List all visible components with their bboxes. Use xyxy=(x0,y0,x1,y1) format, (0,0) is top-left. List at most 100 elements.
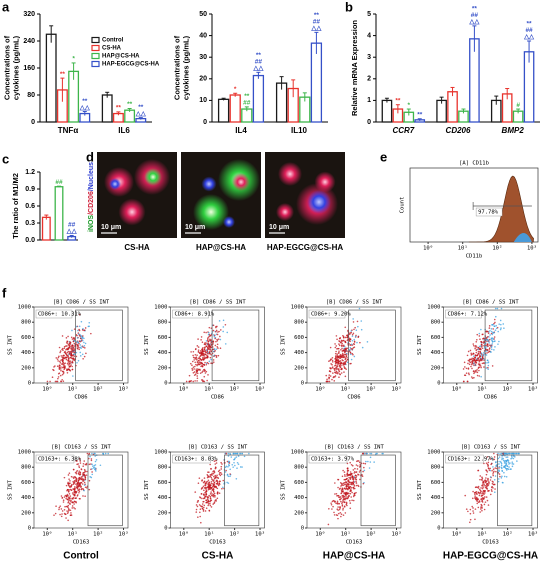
event-dot xyxy=(203,343,206,345)
y-tick-label: 0.6 xyxy=(25,203,35,210)
x-tick-label: IL4 xyxy=(235,126,247,135)
event-dot xyxy=(88,321,91,324)
event-dot xyxy=(335,492,338,495)
y-tick-label: 30 xyxy=(199,54,207,61)
event-dot xyxy=(76,345,78,347)
significance-label: △△ xyxy=(468,19,480,26)
event-dot xyxy=(339,353,342,356)
event-dot xyxy=(348,333,351,336)
y-tick-label: 600 xyxy=(294,480,304,486)
event-dot xyxy=(338,508,341,511)
event-dot xyxy=(68,344,71,347)
event-dot xyxy=(482,353,485,355)
event-dot xyxy=(493,340,495,343)
event-dot xyxy=(472,512,475,514)
event-dot xyxy=(200,493,203,495)
event-dot xyxy=(483,362,485,364)
event-dot xyxy=(63,345,66,348)
event-dot xyxy=(488,489,490,492)
event-dot xyxy=(482,490,485,492)
event-dot xyxy=(490,463,492,466)
event-dot xyxy=(209,475,212,478)
event-dot xyxy=(79,471,82,474)
event-dot xyxy=(336,355,339,357)
event-dot xyxy=(72,337,75,340)
event-dot xyxy=(202,500,205,503)
event-dot xyxy=(60,508,63,510)
event-dot xyxy=(65,345,67,347)
event-dot xyxy=(349,353,352,356)
event-dot xyxy=(216,497,219,500)
event-dot xyxy=(488,469,491,471)
y-tick-label: 80 xyxy=(27,92,35,99)
event-dot xyxy=(350,490,352,492)
event-dot xyxy=(209,338,211,341)
event-dot xyxy=(335,345,338,347)
event-dot xyxy=(506,458,509,461)
event-dot xyxy=(67,500,70,503)
event-dot xyxy=(509,462,511,464)
event-dot xyxy=(54,365,56,367)
event-dot xyxy=(189,380,192,382)
event-dot xyxy=(196,345,199,347)
event-dot xyxy=(81,329,84,331)
event-dot xyxy=(503,471,505,474)
event-dot xyxy=(343,371,345,373)
x-tick-label: 10⁰ xyxy=(315,531,325,538)
y-tick-label: 1000 xyxy=(427,450,440,456)
event-dot xyxy=(61,378,63,381)
event-dot xyxy=(343,471,346,473)
event-dot xyxy=(486,359,489,362)
micrograph-label: CS-HA xyxy=(124,243,150,252)
event-dot xyxy=(73,491,76,494)
event-dot xyxy=(68,489,70,491)
event-dot xyxy=(207,351,209,354)
event-dot xyxy=(193,368,195,370)
event-dot xyxy=(68,493,71,495)
event-dot xyxy=(349,502,352,504)
event-dot xyxy=(479,478,481,481)
event-dot xyxy=(213,481,216,484)
event-dot xyxy=(507,461,510,464)
event-dot xyxy=(331,508,333,510)
y-axis-label: SS INT xyxy=(8,334,14,355)
event-dot xyxy=(222,486,224,489)
event-dot xyxy=(201,365,204,368)
event-dot xyxy=(67,364,70,366)
event-dot xyxy=(57,356,60,359)
event-dot xyxy=(62,380,65,382)
event-dot xyxy=(482,357,484,360)
event-dot xyxy=(192,371,195,374)
event-dot xyxy=(474,508,477,510)
event-dot xyxy=(61,510,64,512)
event-dot xyxy=(194,353,197,356)
event-dot xyxy=(337,506,339,508)
gate xyxy=(75,309,123,382)
y-tick-label: 200 xyxy=(294,510,304,516)
event-dot xyxy=(476,338,478,341)
event-dot xyxy=(67,361,69,363)
bar xyxy=(54,186,64,241)
event-dot xyxy=(192,366,195,368)
event-dot xyxy=(198,477,201,479)
event-dot xyxy=(511,465,514,468)
event-dot xyxy=(63,368,66,371)
event-dot xyxy=(73,500,76,503)
event-dot xyxy=(361,473,363,476)
event-dot xyxy=(210,358,212,361)
event-dot xyxy=(213,460,216,462)
event-dot xyxy=(340,341,342,344)
event-dot xyxy=(215,485,217,488)
event-dot xyxy=(224,466,227,469)
event-dot xyxy=(331,361,334,363)
event-dot xyxy=(91,463,93,466)
event-dot xyxy=(90,459,93,462)
event-dot xyxy=(474,486,477,489)
event-dot xyxy=(237,455,240,457)
event-dot xyxy=(481,479,483,481)
event-dot xyxy=(352,321,355,323)
event-dot xyxy=(204,484,206,487)
event-dot xyxy=(71,329,73,332)
event-dot xyxy=(81,487,83,490)
event-dot xyxy=(212,495,215,498)
